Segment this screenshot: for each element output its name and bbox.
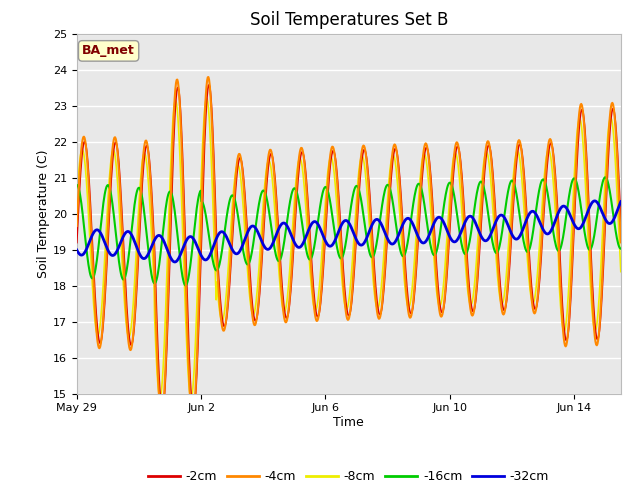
Y-axis label: Soil Temperature (C): Soil Temperature (C) [37,149,50,278]
Legend: -2cm, -4cm, -8cm, -16cm, -32cm: -2cm, -4cm, -8cm, -16cm, -32cm [143,465,554,480]
X-axis label: Time: Time [333,416,364,429]
Title: Soil Temperatures Set B: Soil Temperatures Set B [250,11,448,29]
Text: BA_met: BA_met [82,44,135,58]
